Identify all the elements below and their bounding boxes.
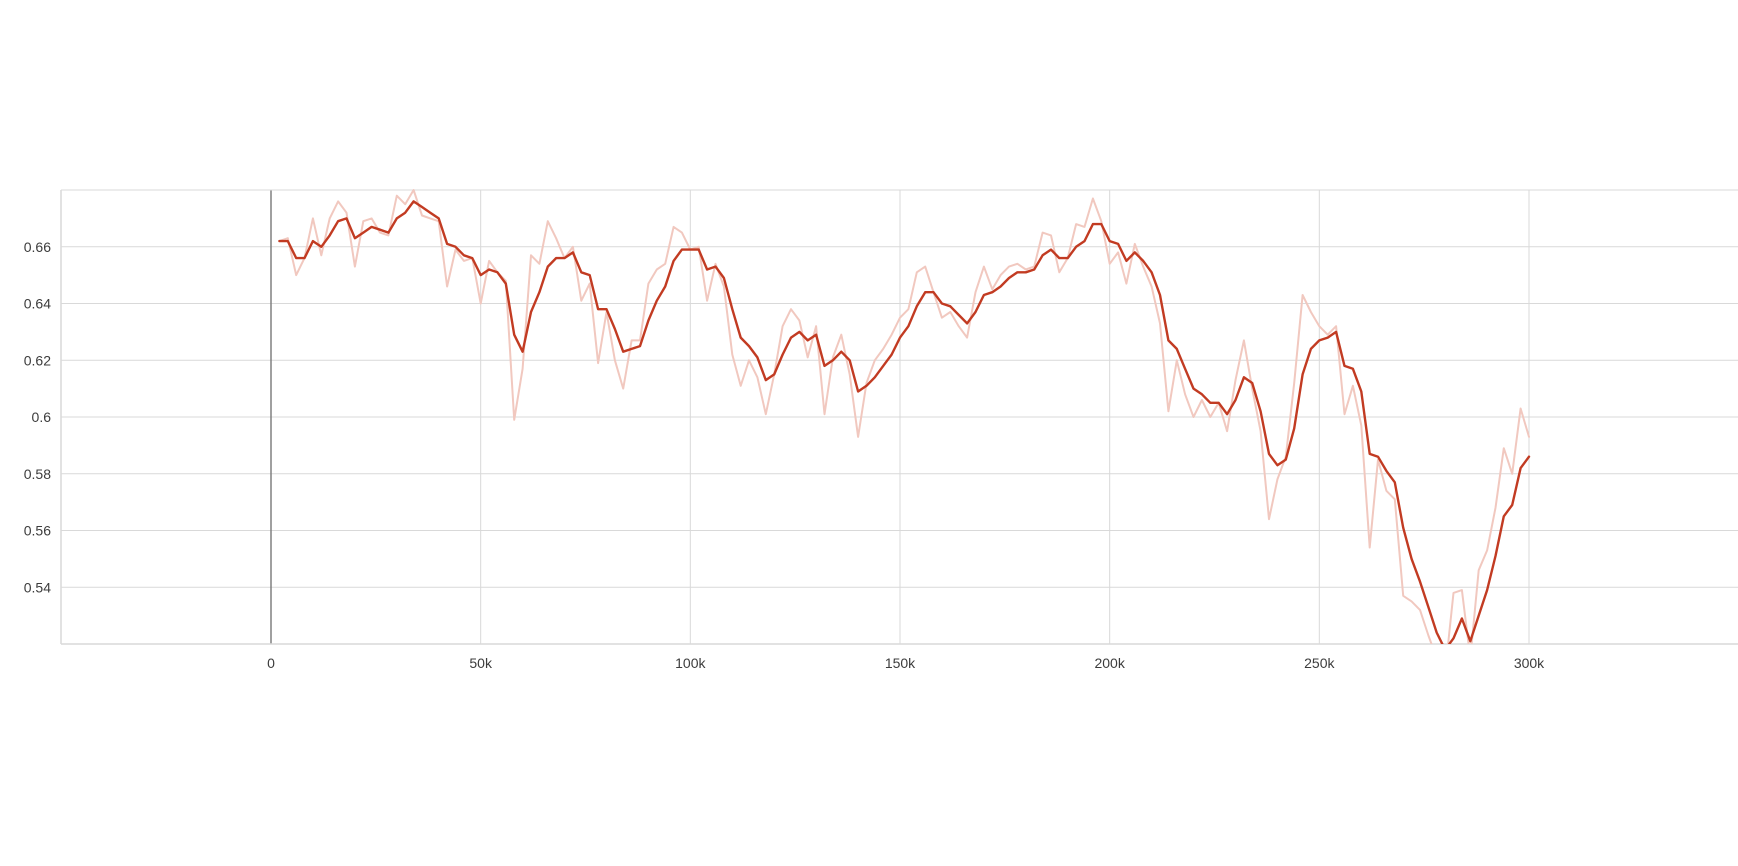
axes — [60, 189, 1738, 645]
raw-series-line — [278, 189, 1530, 644]
x-tick-label: 150k — [885, 655, 916, 671]
x-tick-labels: 0 50k 100k 150k 200k 250k 300k — [267, 655, 1545, 671]
y-tick-label: 0.56 — [24, 523, 51, 539]
x-tick-label: 250k — [1304, 655, 1335, 671]
x-tick-label: 0 — [267, 655, 275, 671]
y-tick-label: 0.54 — [24, 579, 51, 595]
x-tick-label: 50k — [469, 655, 493, 671]
series-lines — [278, 189, 1531, 644]
y-tick-label: 0.58 — [24, 466, 51, 482]
y-tick-label: 0.62 — [24, 352, 51, 368]
y-tick-labels: 0.54 0.56 0.58 0.6 0.62 0.64 0.66 — [24, 239, 51, 596]
y-tick-label: 0.6 — [32, 409, 52, 425]
y-tick-label: 0.66 — [24, 239, 51, 255]
x-tick-label: 100k — [675, 655, 706, 671]
y-tick-label: 0.64 — [24, 296, 51, 312]
x-tick-label: 300k — [1514, 655, 1545, 671]
x-tick-label: 200k — [1094, 655, 1125, 671]
smoothed-series-line — [278, 200, 1531, 644]
grid-lines — [61, 190, 1738, 644]
